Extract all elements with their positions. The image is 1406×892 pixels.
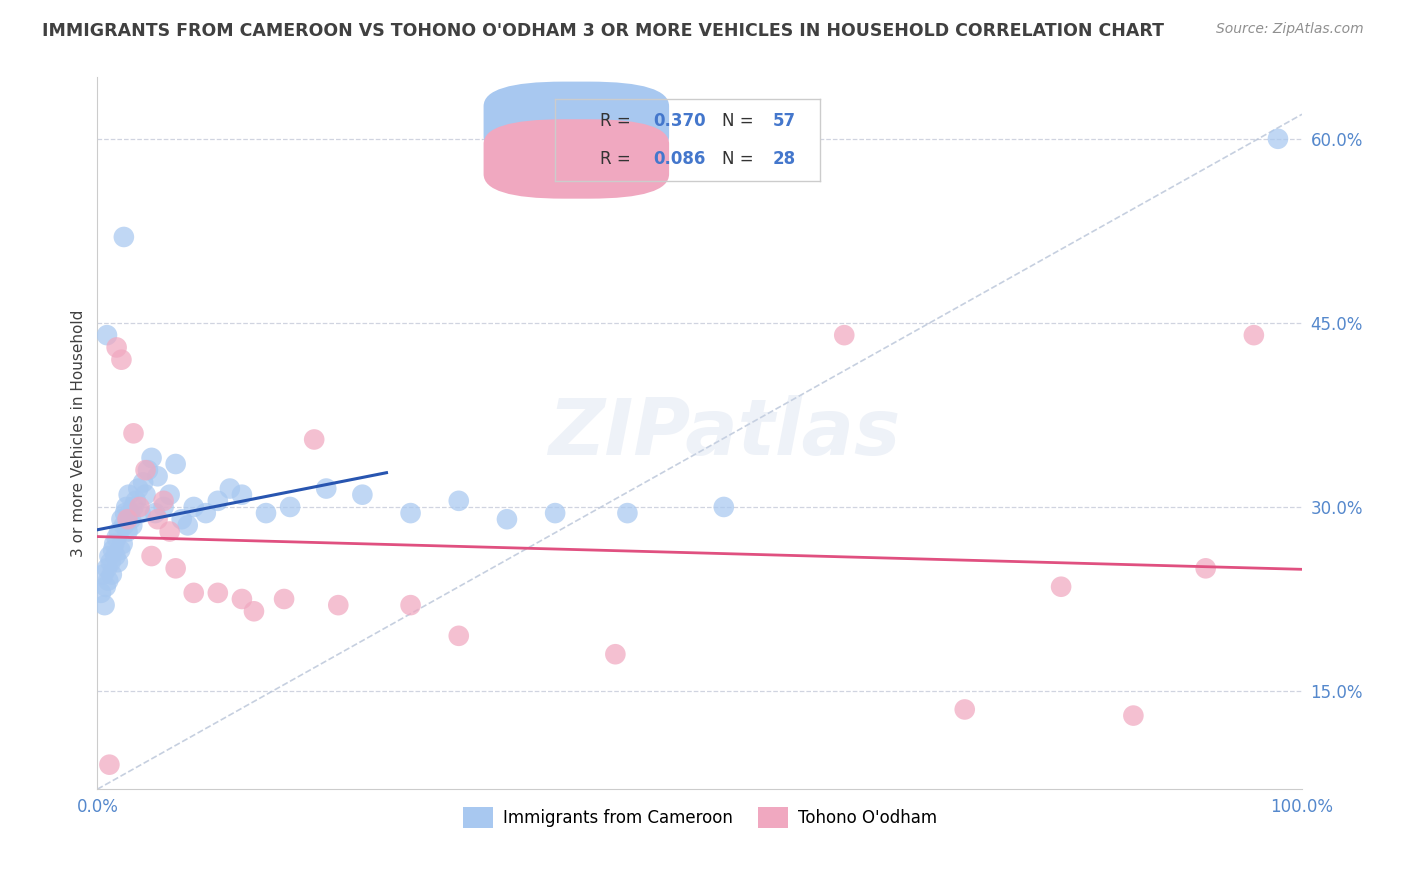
Point bbox=[1050, 580, 1073, 594]
Point bbox=[273, 592, 295, 607]
Point bbox=[117, 524, 139, 539]
Y-axis label: 3 or more Vehicles in Household: 3 or more Vehicles in Household bbox=[72, 310, 86, 557]
Point bbox=[1243, 328, 1265, 343]
Point bbox=[165, 457, 187, 471]
Point bbox=[96, 328, 118, 343]
Point bbox=[100, 555, 122, 569]
Point bbox=[93, 567, 115, 582]
Point bbox=[132, 475, 155, 490]
Point bbox=[115, 500, 138, 514]
Point bbox=[399, 506, 422, 520]
Point bbox=[129, 506, 152, 520]
Point bbox=[152, 493, 174, 508]
Point bbox=[110, 512, 132, 526]
Point bbox=[93, 598, 115, 612]
Point bbox=[135, 463, 157, 477]
Point bbox=[108, 524, 131, 539]
Point bbox=[146, 512, 169, 526]
Point bbox=[143, 506, 166, 520]
Point bbox=[111, 537, 134, 551]
Point bbox=[713, 500, 735, 514]
Point bbox=[122, 426, 145, 441]
Point bbox=[399, 598, 422, 612]
Point bbox=[207, 586, 229, 600]
Point bbox=[1122, 708, 1144, 723]
Point bbox=[544, 506, 567, 520]
Point bbox=[315, 482, 337, 496]
Point bbox=[165, 561, 187, 575]
Point bbox=[112, 230, 135, 244]
Point bbox=[447, 493, 470, 508]
Text: Source: ZipAtlas.com: Source: ZipAtlas.com bbox=[1216, 22, 1364, 37]
Point bbox=[114, 506, 136, 520]
Point bbox=[152, 500, 174, 514]
Point bbox=[122, 500, 145, 514]
Point bbox=[194, 506, 217, 520]
Point bbox=[117, 512, 139, 526]
Point bbox=[110, 352, 132, 367]
Point bbox=[146, 469, 169, 483]
Point bbox=[218, 482, 240, 496]
Point bbox=[170, 512, 193, 526]
Point bbox=[1267, 132, 1289, 146]
Point bbox=[103, 537, 125, 551]
Point bbox=[128, 500, 150, 514]
Point bbox=[141, 450, 163, 465]
Point bbox=[110, 542, 132, 557]
Point bbox=[112, 518, 135, 533]
Point bbox=[105, 531, 128, 545]
Point bbox=[1195, 561, 1218, 575]
Point bbox=[183, 586, 205, 600]
Point bbox=[101, 542, 124, 557]
Point bbox=[278, 500, 301, 514]
Point bbox=[605, 647, 627, 661]
Point bbox=[254, 506, 277, 520]
Point bbox=[127, 482, 149, 496]
Point bbox=[328, 598, 350, 612]
Point bbox=[90, 586, 112, 600]
Point bbox=[141, 549, 163, 563]
Point bbox=[231, 488, 253, 502]
Legend: Immigrants from Cameroon, Tohono O'odham: Immigrants from Cameroon, Tohono O'odham bbox=[456, 801, 943, 834]
Point bbox=[135, 488, 157, 502]
Point bbox=[121, 518, 143, 533]
Point bbox=[125, 493, 148, 508]
Point bbox=[496, 512, 519, 526]
Point bbox=[616, 506, 638, 520]
Point bbox=[136, 463, 159, 477]
Point bbox=[97, 574, 120, 588]
Point bbox=[207, 493, 229, 508]
Point bbox=[118, 488, 141, 502]
Point bbox=[120, 512, 142, 526]
Point bbox=[98, 757, 121, 772]
Point bbox=[231, 592, 253, 607]
Point bbox=[159, 488, 181, 502]
Point bbox=[104, 549, 127, 563]
Point bbox=[159, 524, 181, 539]
Point bbox=[243, 604, 266, 618]
Point bbox=[94, 580, 117, 594]
Point bbox=[107, 555, 129, 569]
Point bbox=[183, 500, 205, 514]
Point bbox=[832, 328, 855, 343]
Point bbox=[96, 561, 118, 575]
Text: ZIPatlas: ZIPatlas bbox=[548, 395, 900, 471]
Point bbox=[302, 433, 325, 447]
Text: IMMIGRANTS FROM CAMEROON VS TOHONO O'ODHAM 3 OR MORE VEHICLES IN HOUSEHOLD CORRE: IMMIGRANTS FROM CAMEROON VS TOHONO O'ODH… bbox=[42, 22, 1164, 40]
Point bbox=[447, 629, 470, 643]
Point bbox=[101, 567, 124, 582]
Point bbox=[352, 488, 374, 502]
Point bbox=[953, 702, 976, 716]
Point bbox=[118, 506, 141, 520]
Point bbox=[105, 340, 128, 354]
Point bbox=[98, 549, 121, 563]
Point bbox=[177, 518, 200, 533]
